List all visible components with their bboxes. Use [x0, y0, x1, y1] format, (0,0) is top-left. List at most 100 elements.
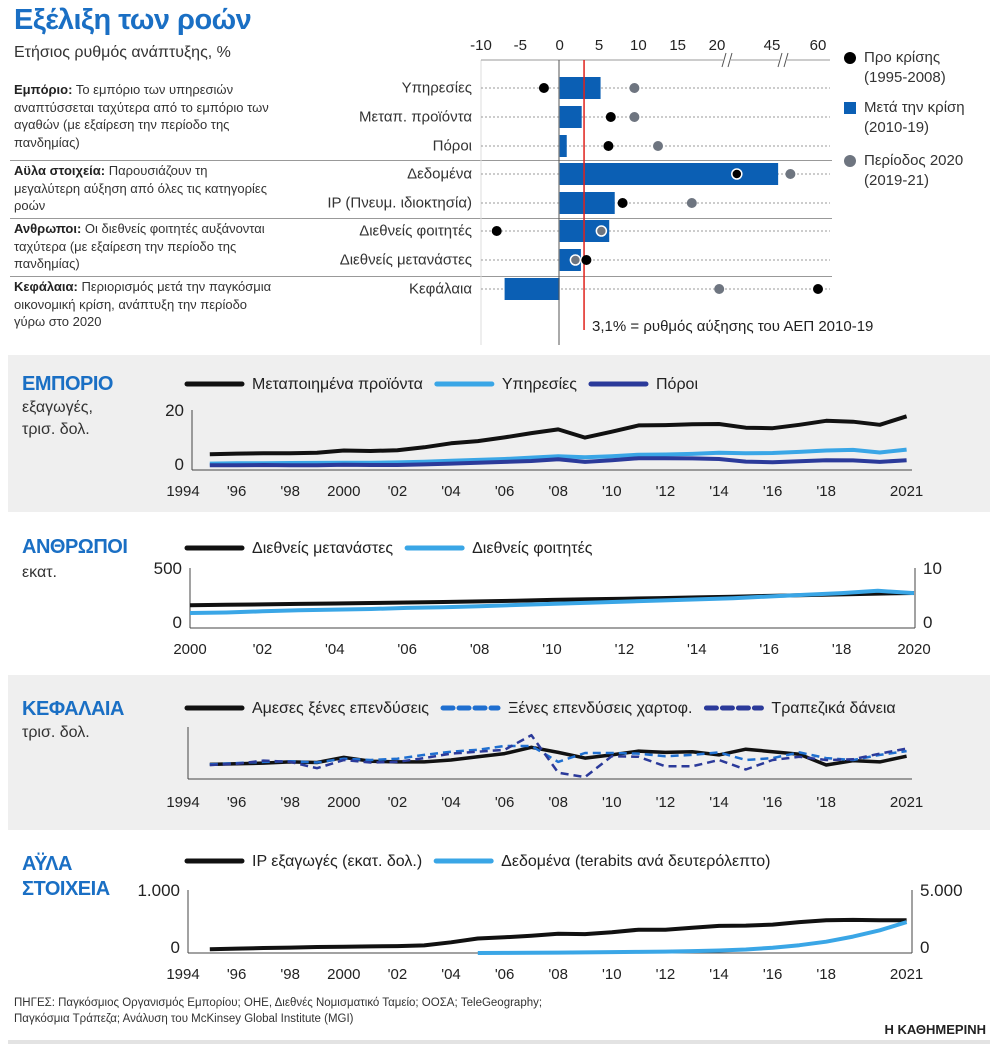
- y-tick-label: 0: [171, 938, 180, 957]
- x-tick-label: 2000: [327, 483, 360, 500]
- series-line-IP εξαγωγές (εκατ. δολ.): [209, 917, 907, 952]
- x-tick-label: '18: [816, 483, 836, 500]
- legend-label: Προ κρίσης: [864, 49, 941, 66]
- x-tick-label: '04: [441, 966, 461, 983]
- top-axis-tick-label: 20: [709, 37, 726, 54]
- axis-break-mark: [783, 52, 789, 68]
- dot-period-2020: [569, 254, 582, 266]
- intangibles-title-line1: ΑΫΛΑ: [22, 853, 72, 875]
- x-tick-label: '06: [495, 794, 515, 811]
- y2-tick-label: 0: [920, 938, 929, 957]
- top-axis-tick-label: 10: [630, 37, 647, 54]
- legend-label: Ξένες επενδύσεις χαρτοφ.: [508, 700, 692, 717]
- x-tick-label: '08: [548, 966, 568, 983]
- x-tick-label: '96: [227, 794, 247, 811]
- trade-panel-background: [8, 355, 990, 512]
- legend-label: Αμεσες ξένες επενδύσεις: [252, 700, 429, 717]
- y-tick-label: 20: [165, 401, 184, 420]
- dot-period-2020: [785, 169, 796, 179]
- dot-pre-crisis: [603, 141, 614, 151]
- x-tick-label: '14: [709, 966, 729, 983]
- footer-bar: [8, 1040, 990, 1044]
- x-tick-label: '02: [388, 483, 408, 500]
- legend-item-post-crisis: Μετά την κρίση (2010-19): [844, 98, 965, 138]
- top-axis-tick-label: -5: [514, 37, 527, 54]
- note-label: Εμπόριο:: [14, 82, 73, 97]
- note-text: Οι διεθνείς φοιτητές αυξάνονται ταχύτερα…: [14, 221, 265, 271]
- series-line-Ξένες επενδύσεις χαρτοφ.: [209, 744, 907, 766]
- dot-pre-crisis: [605, 112, 616, 122]
- x-tick-label: '18: [832, 641, 852, 658]
- gray-dot-icon: [844, 155, 856, 167]
- x-tick-label: '02: [388, 794, 408, 811]
- people-title: ΑΝΘΡΩΠΟΙ: [22, 536, 128, 558]
- legend-item-2020: Περίοδος 2020 (2019-21): [844, 151, 963, 191]
- x-tick-label: '02: [253, 641, 273, 658]
- legend-label: Δεδομένα (terabits ανά δευτερόλεπτο): [501, 853, 770, 870]
- x-tick-label: '10: [602, 966, 622, 983]
- x-tick-label: 2000: [173, 641, 206, 658]
- legend-period: (2010-19): [864, 119, 930, 136]
- series-line-Πόροι: [209, 456, 907, 468]
- row-label: Πόροι: [432, 137, 472, 155]
- brand-logo: Η ΚΑΘΗΜΕΡΙΝΗ: [884, 1022, 987, 1037]
- legend-label: Τραπεζικά δάνεια: [771, 700, 895, 717]
- x-tick-label: '04: [441, 794, 461, 811]
- bar-post-crisis: [559, 106, 582, 128]
- legend-item-pre-crisis: Προ κρίσης (1995-2008): [844, 48, 946, 88]
- legend-label: Περίοδος 2020: [864, 152, 964, 169]
- sources-line2: Παγκόσμια Τράπεζα; Ανάλυση του McKinsey …: [14, 1013, 354, 1025]
- people-ylabel: εκατ.: [22, 564, 57, 581]
- bar-post-crisis: [559, 135, 567, 157]
- row-label: Υπηρεσίες: [401, 79, 472, 97]
- x-tick-label: 2021: [890, 794, 923, 811]
- y-tick-label: 0: [173, 613, 182, 632]
- dot-pre-crisis: [491, 226, 502, 236]
- x-tick-label: 1994: [166, 794, 199, 811]
- x-tick-label: '16: [763, 966, 783, 983]
- y-tick-label: 1.000: [137, 881, 180, 900]
- capital-ylabel: τρισ. δολ.: [22, 724, 90, 741]
- note-text: Το εμπόριο των υπηρεσιών αναπτύσσεται τα…: [14, 82, 269, 150]
- note-label: Αϋλα στοιχεία:: [14, 163, 106, 178]
- row-label: IP (Πνευμ. ιδιοκτησία): [327, 194, 472, 212]
- x-tick-label: 2021: [890, 483, 923, 500]
- top-axis-tick-label: 15: [669, 37, 686, 54]
- dot-pre-crisis: [731, 168, 743, 180]
- bar-post-crisis: [559, 163, 779, 185]
- x-tick-label: 2000: [327, 794, 360, 811]
- axis-break-mark: [721, 52, 727, 68]
- x-tick-label: '10: [602, 483, 622, 500]
- x-tick-label: '98: [280, 794, 300, 811]
- trade-ylabel-line2: τρισ. δολ.: [22, 421, 90, 438]
- series-line-Τραπεζικά δάνεια: [209, 733, 907, 779]
- legend-label: Πόροι: [656, 376, 698, 393]
- x-tick-label: '02: [388, 966, 408, 983]
- x-tick-label: '14: [687, 641, 707, 658]
- dot-pre-crisis: [581, 255, 592, 265]
- row-label: Δεδομένα: [407, 165, 472, 183]
- top-axis-tick-label: 60: [810, 37, 827, 54]
- dot-pre-crisis: [617, 198, 628, 208]
- section-divider: [10, 218, 832, 219]
- x-tick-label: '16: [763, 794, 783, 811]
- x-tick-label: 2021: [890, 966, 923, 983]
- axis-break-mark: [727, 52, 733, 68]
- capital-panel-background: [8, 675, 990, 830]
- y2-tick-label: 0: [923, 613, 932, 632]
- series-line-Διεθνείς φοιτητές: [189, 588, 915, 615]
- x-tick-label: '08: [470, 641, 490, 658]
- x-tick-label: '14: [709, 483, 729, 500]
- legend-label: Διεθνείς μετανάστες: [252, 540, 393, 557]
- note-text: Παρουσιάζουν τη μεγαλύτερη αύξηση από όλ…: [14, 163, 267, 213]
- x-tick-label: 2020: [897, 641, 930, 658]
- top-axis-tick-label: 45: [764, 37, 781, 54]
- dot-period-2020: [714, 284, 725, 294]
- x-tick-label: '06: [495, 966, 515, 983]
- note-text: Περιορισμός μετά την παγκόσμια οικονομικ…: [14, 279, 272, 329]
- dot-period-2020: [653, 141, 663, 151]
- top-axis-tick-label: 0: [555, 37, 563, 54]
- y-tick-label: 0: [175, 455, 184, 474]
